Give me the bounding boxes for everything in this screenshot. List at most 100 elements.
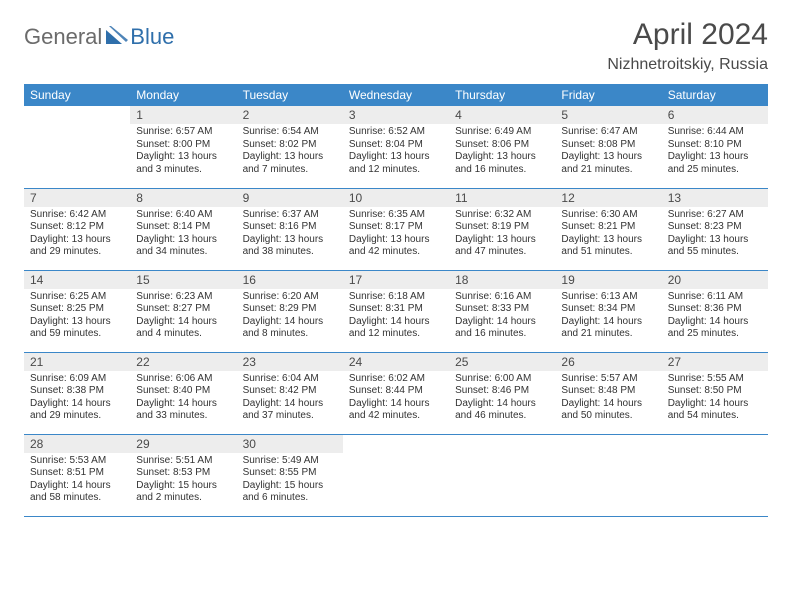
day-number: 16	[237, 271, 343, 289]
day-content: Sunrise: 5:51 AMSunset: 8:53 PMDaylight:…	[130, 453, 236, 509]
calendar-day-cell: 2Sunrise: 6:54 AMSunset: 8:02 PMDaylight…	[237, 106, 343, 188]
day-line: Daylight: 13 hours and 47 minutes.	[455, 234, 549, 259]
day-line: Daylight: 14 hours and 16 minutes.	[455, 316, 549, 341]
day-line: Daylight: 14 hours and 8 minutes.	[243, 316, 337, 341]
day-line: Daylight: 14 hours and 25 minutes.	[668, 316, 762, 341]
day-line: Sunrise: 6:06 AM	[136, 373, 230, 386]
day-line: Sunrise: 6:40 AM	[136, 209, 230, 222]
title-block: April 2024 Nizhnetroitskiy, Russia	[607, 18, 768, 74]
day-content: Sunrise: 6:57 AMSunset: 8:00 PMDaylight:…	[130, 124, 236, 180]
day-line: Sunset: 8:55 PM	[243, 467, 337, 480]
calendar-day-cell: 30Sunrise: 5:49 AMSunset: 8:55 PMDayligh…	[237, 434, 343, 516]
calendar-day-cell: 22Sunrise: 6:06 AMSunset: 8:40 PMDayligh…	[130, 352, 236, 434]
day-line: Sunset: 8:44 PM	[349, 385, 443, 398]
calendar-week-row: 28Sunrise: 5:53 AMSunset: 8:51 PMDayligh…	[24, 434, 768, 516]
day-number: 10	[343, 189, 449, 207]
header: General Blue April 2024 Nizhnetroitskiy,…	[24, 18, 768, 74]
day-content: Sunrise: 6:23 AMSunset: 8:27 PMDaylight:…	[130, 289, 236, 345]
day-content: Sunrise: 5:55 AMSunset: 8:50 PMDaylight:…	[662, 371, 768, 427]
day-line: Sunset: 8:04 PM	[349, 139, 443, 152]
calendar-day-cell: 23Sunrise: 6:04 AMSunset: 8:42 PMDayligh…	[237, 352, 343, 434]
calendar-day-cell: 11Sunrise: 6:32 AMSunset: 8:19 PMDayligh…	[449, 188, 555, 270]
day-line: Sunrise: 6:02 AM	[349, 373, 443, 386]
day-content: Sunrise: 6:18 AMSunset: 8:31 PMDaylight:…	[343, 289, 449, 345]
day-number: 30	[237, 435, 343, 453]
day-line: Daylight: 13 hours and 25 minutes.	[668, 151, 762, 176]
calendar-week-row: 7Sunrise: 6:42 AMSunset: 8:12 PMDaylight…	[24, 188, 768, 270]
weekday-header: Wednesday	[343, 84, 449, 106]
calendar-day-cell: 24Sunrise: 6:02 AMSunset: 8:44 PMDayligh…	[343, 352, 449, 434]
calendar-week-row: 21Sunrise: 6:09 AMSunset: 8:38 PMDayligh…	[24, 352, 768, 434]
calendar-day-cell: 12Sunrise: 6:30 AMSunset: 8:21 PMDayligh…	[555, 188, 661, 270]
day-number	[24, 106, 130, 124]
calendar-day-cell: 7Sunrise: 6:42 AMSunset: 8:12 PMDaylight…	[24, 188, 130, 270]
day-content: Sunrise: 6:02 AMSunset: 8:44 PMDaylight:…	[343, 371, 449, 427]
day-number: 4	[449, 106, 555, 124]
day-number: 12	[555, 189, 661, 207]
day-content: Sunrise: 6:11 AMSunset: 8:36 PMDaylight:…	[662, 289, 768, 345]
calendar-body: 1Sunrise: 6:57 AMSunset: 8:00 PMDaylight…	[24, 106, 768, 516]
day-number: 23	[237, 353, 343, 371]
day-line: Sunrise: 6:16 AM	[455, 291, 549, 304]
day-line: Daylight: 13 hours and 51 minutes.	[561, 234, 655, 259]
day-number: 1	[130, 106, 236, 124]
day-line: Sunrise: 6:27 AM	[668, 209, 762, 222]
day-line: Daylight: 13 hours and 16 minutes.	[455, 151, 549, 176]
day-line: Sunrise: 6:23 AM	[136, 291, 230, 304]
day-line: Sunrise: 6:00 AM	[455, 373, 549, 386]
day-line: Sunset: 8:48 PM	[561, 385, 655, 398]
day-line: Sunset: 8:19 PM	[455, 221, 549, 234]
day-content: Sunrise: 5:53 AMSunset: 8:51 PMDaylight:…	[24, 453, 130, 509]
day-line: Sunrise: 6:42 AM	[30, 209, 124, 222]
day-content: Sunrise: 6:47 AMSunset: 8:08 PMDaylight:…	[555, 124, 661, 180]
day-number: 24	[343, 353, 449, 371]
calendar-day-cell: 13Sunrise: 6:27 AMSunset: 8:23 PMDayligh…	[662, 188, 768, 270]
day-line: Sunrise: 6:54 AM	[243, 126, 337, 139]
day-line: Sunrise: 6:09 AM	[30, 373, 124, 386]
day-number: 2	[237, 106, 343, 124]
weekday-header: Saturday	[662, 84, 768, 106]
day-line: Sunrise: 6:11 AM	[668, 291, 762, 304]
day-number: 22	[130, 353, 236, 371]
day-number: 19	[555, 271, 661, 289]
day-line: Daylight: 13 hours and 55 minutes.	[668, 234, 762, 259]
day-line: Sunset: 8:02 PM	[243, 139, 337, 152]
page-title: April 2024	[607, 18, 768, 52]
day-line: Daylight: 14 hours and 50 minutes.	[561, 398, 655, 423]
day-content: Sunrise: 5:57 AMSunset: 8:48 PMDaylight:…	[555, 371, 661, 427]
day-number: 29	[130, 435, 236, 453]
calendar-day-cell: 19Sunrise: 6:13 AMSunset: 8:34 PMDayligh…	[555, 270, 661, 352]
day-line: Sunrise: 6:30 AM	[561, 209, 655, 222]
logo-text-blue: Blue	[130, 24, 174, 50]
day-content: Sunrise: 6:37 AMSunset: 8:16 PMDaylight:…	[237, 207, 343, 263]
calendar-day-cell: 26Sunrise: 5:57 AMSunset: 8:48 PMDayligh…	[555, 352, 661, 434]
day-content: Sunrise: 6:09 AMSunset: 8:38 PMDaylight:…	[24, 371, 130, 427]
day-line: Sunrise: 6:49 AM	[455, 126, 549, 139]
weekday-header: Sunday	[24, 84, 130, 106]
day-line: Sunrise: 6:44 AM	[668, 126, 762, 139]
day-line: Sunrise: 6:37 AM	[243, 209, 337, 222]
day-line: Sunset: 8:53 PM	[136, 467, 230, 480]
calendar-day-cell: 25Sunrise: 6:00 AMSunset: 8:46 PMDayligh…	[449, 352, 555, 434]
day-line: Sunrise: 6:04 AM	[243, 373, 337, 386]
day-number	[662, 435, 768, 453]
day-line: Sunset: 8:33 PM	[455, 303, 549, 316]
calendar-day-cell	[343, 434, 449, 516]
day-line: Sunset: 8:51 PM	[30, 467, 124, 480]
day-line: Sunrise: 5:49 AM	[243, 455, 337, 468]
calendar-day-cell: 28Sunrise: 5:53 AMSunset: 8:51 PMDayligh…	[24, 434, 130, 516]
day-line: Sunset: 8:25 PM	[30, 303, 124, 316]
calendar-day-cell: 9Sunrise: 6:37 AMSunset: 8:16 PMDaylight…	[237, 188, 343, 270]
day-line: Sunrise: 6:20 AM	[243, 291, 337, 304]
calendar-day-cell: 4Sunrise: 6:49 AMSunset: 8:06 PMDaylight…	[449, 106, 555, 188]
calendar-week-row: 1Sunrise: 6:57 AMSunset: 8:00 PMDaylight…	[24, 106, 768, 188]
day-number: 21	[24, 353, 130, 371]
day-content: Sunrise: 6:20 AMSunset: 8:29 PMDaylight:…	[237, 289, 343, 345]
day-line: Daylight: 13 hours and 21 minutes.	[561, 151, 655, 176]
day-line: Sunrise: 5:53 AM	[30, 455, 124, 468]
day-number	[449, 435, 555, 453]
day-line: Daylight: 14 hours and 4 minutes.	[136, 316, 230, 341]
day-content: Sunrise: 6:54 AMSunset: 8:02 PMDaylight:…	[237, 124, 343, 180]
day-line: Sunrise: 6:52 AM	[349, 126, 443, 139]
day-content: Sunrise: 6:04 AMSunset: 8:42 PMDaylight:…	[237, 371, 343, 427]
